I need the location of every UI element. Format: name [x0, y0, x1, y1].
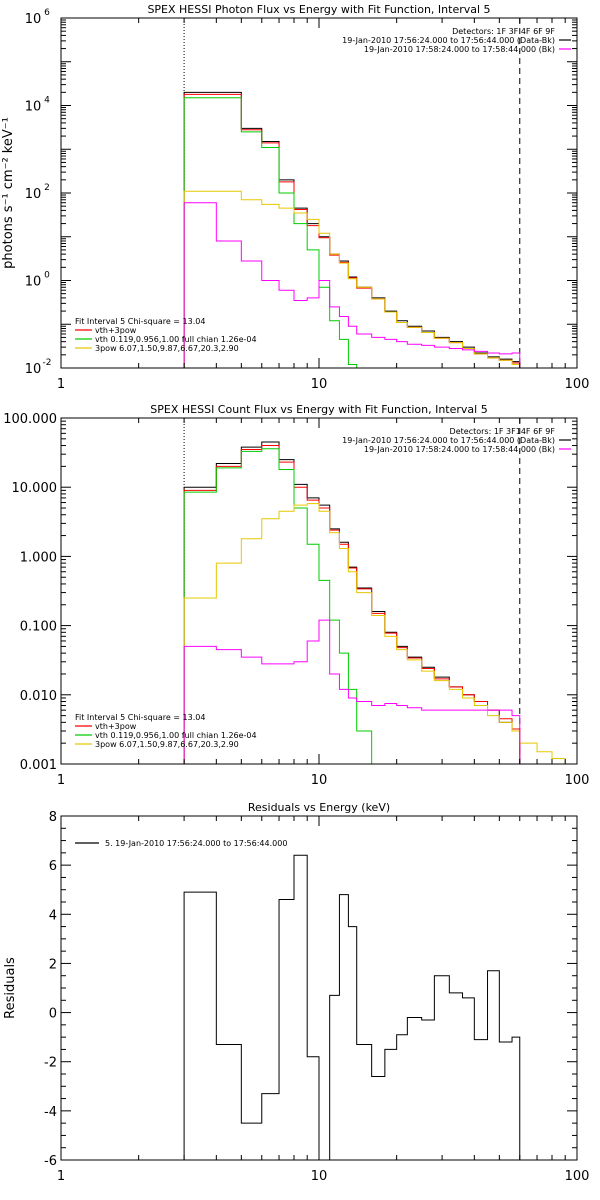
- detectors-label: Detectors: 1F 3F 4F 6F 9F: [452, 27, 555, 36]
- plot-area: [183, 418, 566, 764]
- x-tick-label: 1: [57, 773, 65, 788]
- series-line-3: [183, 97, 358, 368]
- x-tick-label: 10: [311, 1169, 328, 1184]
- interval-legend-label: 19-Jan-2010 17:58:24.000 to 17:58:44.000…: [364, 445, 555, 454]
- y-tick-label: 10: [25, 275, 42, 290]
- y-tick-label: 2: [49, 957, 57, 972]
- y-tick-label: 0: [49, 1007, 57, 1022]
- interval-legend-label: 19-Jan-2010 17:58:24.000 to 17:58:44.000…: [364, 45, 555, 54]
- fit-legend-label: vth 0.119,0.956,1.00 full chian 1.26e-04: [95, 731, 257, 740]
- x-tick-label: 100: [565, 773, 590, 788]
- chart-panel-1: SPEX HESSI Photon Flux vs Energy with Fi…: [1, 3, 590, 392]
- y-axis-label: Residuals: [3, 957, 18, 1019]
- chart-title: SPEX HESSI Count Flux vs Energy with Fit…: [150, 403, 487, 416]
- x-tick-label: 100: [565, 1169, 590, 1184]
- y-tick-label: 4: [49, 908, 57, 923]
- y-tick-exponent: 4: [44, 96, 50, 106]
- y-tick-label: 10: [25, 362, 42, 377]
- chart-title: SPEX HESSI Photon Flux vs Energy with Fi…: [147, 3, 490, 16]
- series-line-4: [183, 190, 538, 368]
- detectors-label: Detectors: 1F 3F14F 6F 9F: [450, 427, 556, 436]
- fit-info-title: Fit Interval 5 Chi-square = 13.04: [75, 317, 205, 326]
- fit-legend-label: 3pow 6.07,1.50,9.87,6.67,20.3,2.90: [95, 740, 239, 749]
- fit-legend-label: vth+3pow: [95, 326, 137, 335]
- fit-legend-label: vth 0.119,0.956,1.00 full chian 1.26e-04: [95, 335, 257, 344]
- plot-area: [183, 854, 521, 1160]
- x-tick-label: 10: [311, 377, 328, 392]
- series-line-4: [183, 503, 566, 764]
- fit-info-title: Fit Interval 5 Chi-square = 13.04: [75, 713, 205, 722]
- y-tick-label: 10: [25, 100, 42, 115]
- y-tick-label: 10: [25, 187, 42, 202]
- chart-panel-3: Residuals vs Energy (keV) 1 10 100 -6 -4 -2 0 2 4…: [3, 801, 589, 1184]
- y-axis-label: photons s⁻¹ cm⁻² keV⁻¹: [1, 117, 16, 269]
- y-tick-label: 6: [49, 859, 57, 874]
- y-tick-label: -6: [44, 1154, 57, 1169]
- x-tick-label: 1: [57, 377, 65, 392]
- y-tick-label: 8: [49, 810, 57, 825]
- y-tick-label: -2: [44, 1056, 57, 1071]
- y-tick-exponent: 6: [44, 8, 50, 18]
- chart-panel-2: SPEX HESSI Count Flux vs Energy with Fit…: [3, 403, 589, 788]
- y-tick-label: -4: [44, 1105, 57, 1120]
- series-line-5: [183, 202, 521, 368]
- plot-area: [183, 18, 538, 368]
- x-tick-label: 1: [57, 1169, 65, 1184]
- y-tick-label: 0.001: [20, 758, 57, 773]
- fit-legend-label: vth+3pow: [95, 722, 137, 731]
- fit-legend-label: 3pow 6.07,1.50,9.87,6.67,20.3,2.90: [95, 344, 239, 353]
- x-tick-label: 100: [565, 377, 590, 392]
- y-tick-label: 0.100: [20, 620, 57, 635]
- interval-legend-label: 19-Jan-2010 17:56:24.000 to 17:56:44.000…: [342, 36, 555, 45]
- plot-frame: [60, 17, 578, 369]
- y-tick-exponent: 0: [44, 271, 50, 281]
- y-tick-label: 100.000: [3, 412, 57, 427]
- y-tick-label: 0.010: [20, 689, 57, 704]
- y-tick-exponent: 2: [44, 183, 50, 193]
- series-line-5: [183, 619, 521, 764]
- y-tick-exponent: -2: [43, 358, 52, 368]
- legend-label: 5. 19-Jan-2010 17:56:24.000 to 17:56:44.…: [105, 839, 287, 848]
- x-tick-label: 10: [311, 773, 328, 788]
- y-tick-label: 10: [25, 12, 42, 27]
- y-tick-label: 10.000: [12, 481, 58, 496]
- series-line-1: [183, 854, 521, 1160]
- chart-title: Residuals vs Energy (keV): [248, 801, 390, 814]
- interval-legend-label: 19-Jan-2010 17:56:24.000 to 17:56:44.000…: [342, 436, 555, 445]
- series-line-3: [183, 448, 386, 764]
- y-tick-label: 1.000: [20, 550, 57, 565]
